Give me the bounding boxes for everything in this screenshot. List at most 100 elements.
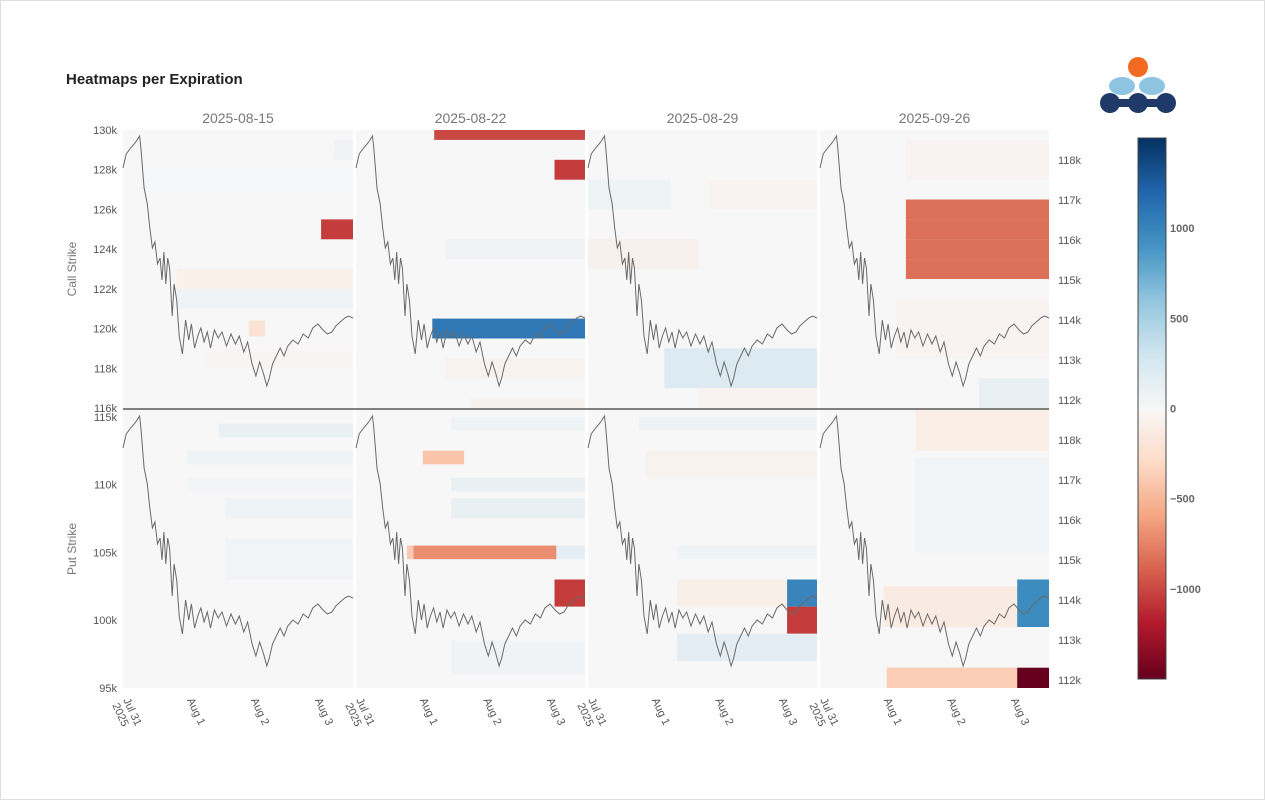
x-tick-label: Jul 312025 [342,696,376,733]
x-tick-label-line: Aug 1 [417,696,440,727]
call-heatmap-cell [905,199,1049,220]
put-heatmap-cell [451,640,585,675]
put-heatmap-cell [883,586,1018,627]
expiration-title: 2025-08-29 [667,110,739,126]
x-tick-label-line: Aug 2 [712,696,735,727]
put-price-line-2 [355,414,586,668]
call-heatmap-cell [699,388,817,408]
put-heatmap-cell [422,450,465,465]
colorbar-tick-label: 500 [1170,313,1188,325]
call-price-tick-label: 115k [1058,275,1082,287]
call-heatmap-cell [445,239,585,260]
call-heatmap-cell [434,130,585,140]
call-heatmap-cell [176,288,353,309]
call-heatmap-cell [708,179,817,210]
call-heatmap-cell [333,139,353,160]
chart-title: Heatmaps per Expiration [66,71,243,88]
put-heatmap-cell [413,545,557,560]
call-strike-tick-label: 130k [93,125,117,137]
put-heatmap-cell [1017,579,1049,627]
x-tick-label: Aug 3 [1008,696,1031,727]
put-heatmap-cell [1017,667,1049,688]
expiration-title: 2025-08-22 [435,110,507,126]
x-tick-label: Aug 1 [417,696,440,727]
x-tick-label: Jul 312025 [574,696,608,733]
x-tick-label-line: Aug 1 [649,696,672,727]
call-heatmap-cell [445,358,585,379]
expiration-title: 2025-08-15 [202,110,274,126]
call-price-line-4 [819,134,1050,388]
put-heatmap-cell [451,477,585,492]
call-axis-label: Call Strike [65,241,79,296]
x-tick-label-line: Aug 1 [881,696,904,727]
call-price-line-2 [355,134,586,388]
call-price-tick-label: 113k [1058,355,1082,367]
put-price-tick-label: 113k [1058,635,1082,647]
put-heatmap-cell [451,498,585,519]
call-price-line-1 [122,134,354,388]
call-heatmap-cell [176,269,353,289]
put-price-tick-label: 118k [1058,435,1082,447]
x-tick-label: Aug 2 [944,696,967,727]
put-strike-tick-label: 95k [99,683,117,695]
call-heatmap-cell [470,398,585,408]
call-strike-tick-label: 124k [93,244,117,256]
put-heatmap-cell [645,450,818,478]
x-tick-label: Jul 312025 [806,696,840,733]
call-heatmap-cell [432,318,585,339]
call-heatmap-cell [248,320,265,337]
put-heatmap-cell [787,606,817,634]
call-strike-tick-label: 128k [93,165,117,177]
x-tick-label-line: Aug 3 [312,696,335,727]
put-heatmap-cell [225,538,353,580]
put-price-tick-label: 114k [1058,595,1082,607]
call-price-tick-label: 118k [1058,155,1082,167]
x-tick-label: Aug 2 [248,696,271,727]
x-tick-label: Jul 312025 [109,696,143,733]
x-tick-label: Aug 2 [712,696,735,727]
call-strike-tick-label: 122k [93,284,117,296]
put-strike-tick-label: 115k [94,412,118,424]
call-price-line-3 [587,134,818,388]
put-heatmap-cell [218,423,353,438]
x-tick-label-line: Aug 2 [944,696,967,727]
put-heatmap-cell [554,579,585,607]
call-heatmap-cell [321,219,353,240]
x-tick-label: Aug 3 [776,696,799,727]
call-heatmap-cell [905,259,1049,279]
call-heatmap-cell [142,169,353,190]
brand-logo [1100,57,1176,113]
put-axis-label: Put Strike [65,523,79,575]
logo-dot-lightblue-right [1139,77,1165,95]
x-tick-label: Aug 1 [184,696,207,727]
put-strike-tick-label: 100k [93,615,117,627]
put-heatmap-cell [451,416,585,431]
call-heatmap-cell [905,219,1049,240]
put-heatmap-cell [677,545,817,560]
call-price-tick-label: 114k [1058,315,1082,327]
x-tick-label-line: Aug 1 [184,696,207,727]
call-strike-tick-label: 116k [94,403,118,415]
logo-bar [1110,99,1166,107]
colorbar-tick-label: −1000 [1170,584,1201,596]
x-tick-label: Aug 1 [881,696,904,727]
call-heatmap-cell [664,348,817,389]
colorbar [1137,137,1167,680]
colorbar-tick-label: 1000 [1170,223,1194,235]
put-heatmap-cell [915,410,1049,451]
put-price-line-4 [819,414,1050,668]
put-price-tick-label: 117k [1058,475,1082,487]
call-heatmap-cell [588,239,700,269]
x-tick-label: Aug 2 [480,696,503,727]
call-strike-tick-label: 120k [93,324,117,336]
put-heatmap-cell [225,498,353,519]
logo-dot-orange [1128,57,1148,77]
put-heatmap-cell [915,457,1049,553]
put-price-tick-label: 115k [1058,555,1082,567]
x-tick-label: Aug 3 [544,696,567,727]
put-heatmap-cell [886,667,1018,688]
x-tick-label-line: Aug 3 [1008,696,1031,727]
call-heatmap-cell [979,378,1049,408]
put-heatmap-cell [638,416,817,431]
